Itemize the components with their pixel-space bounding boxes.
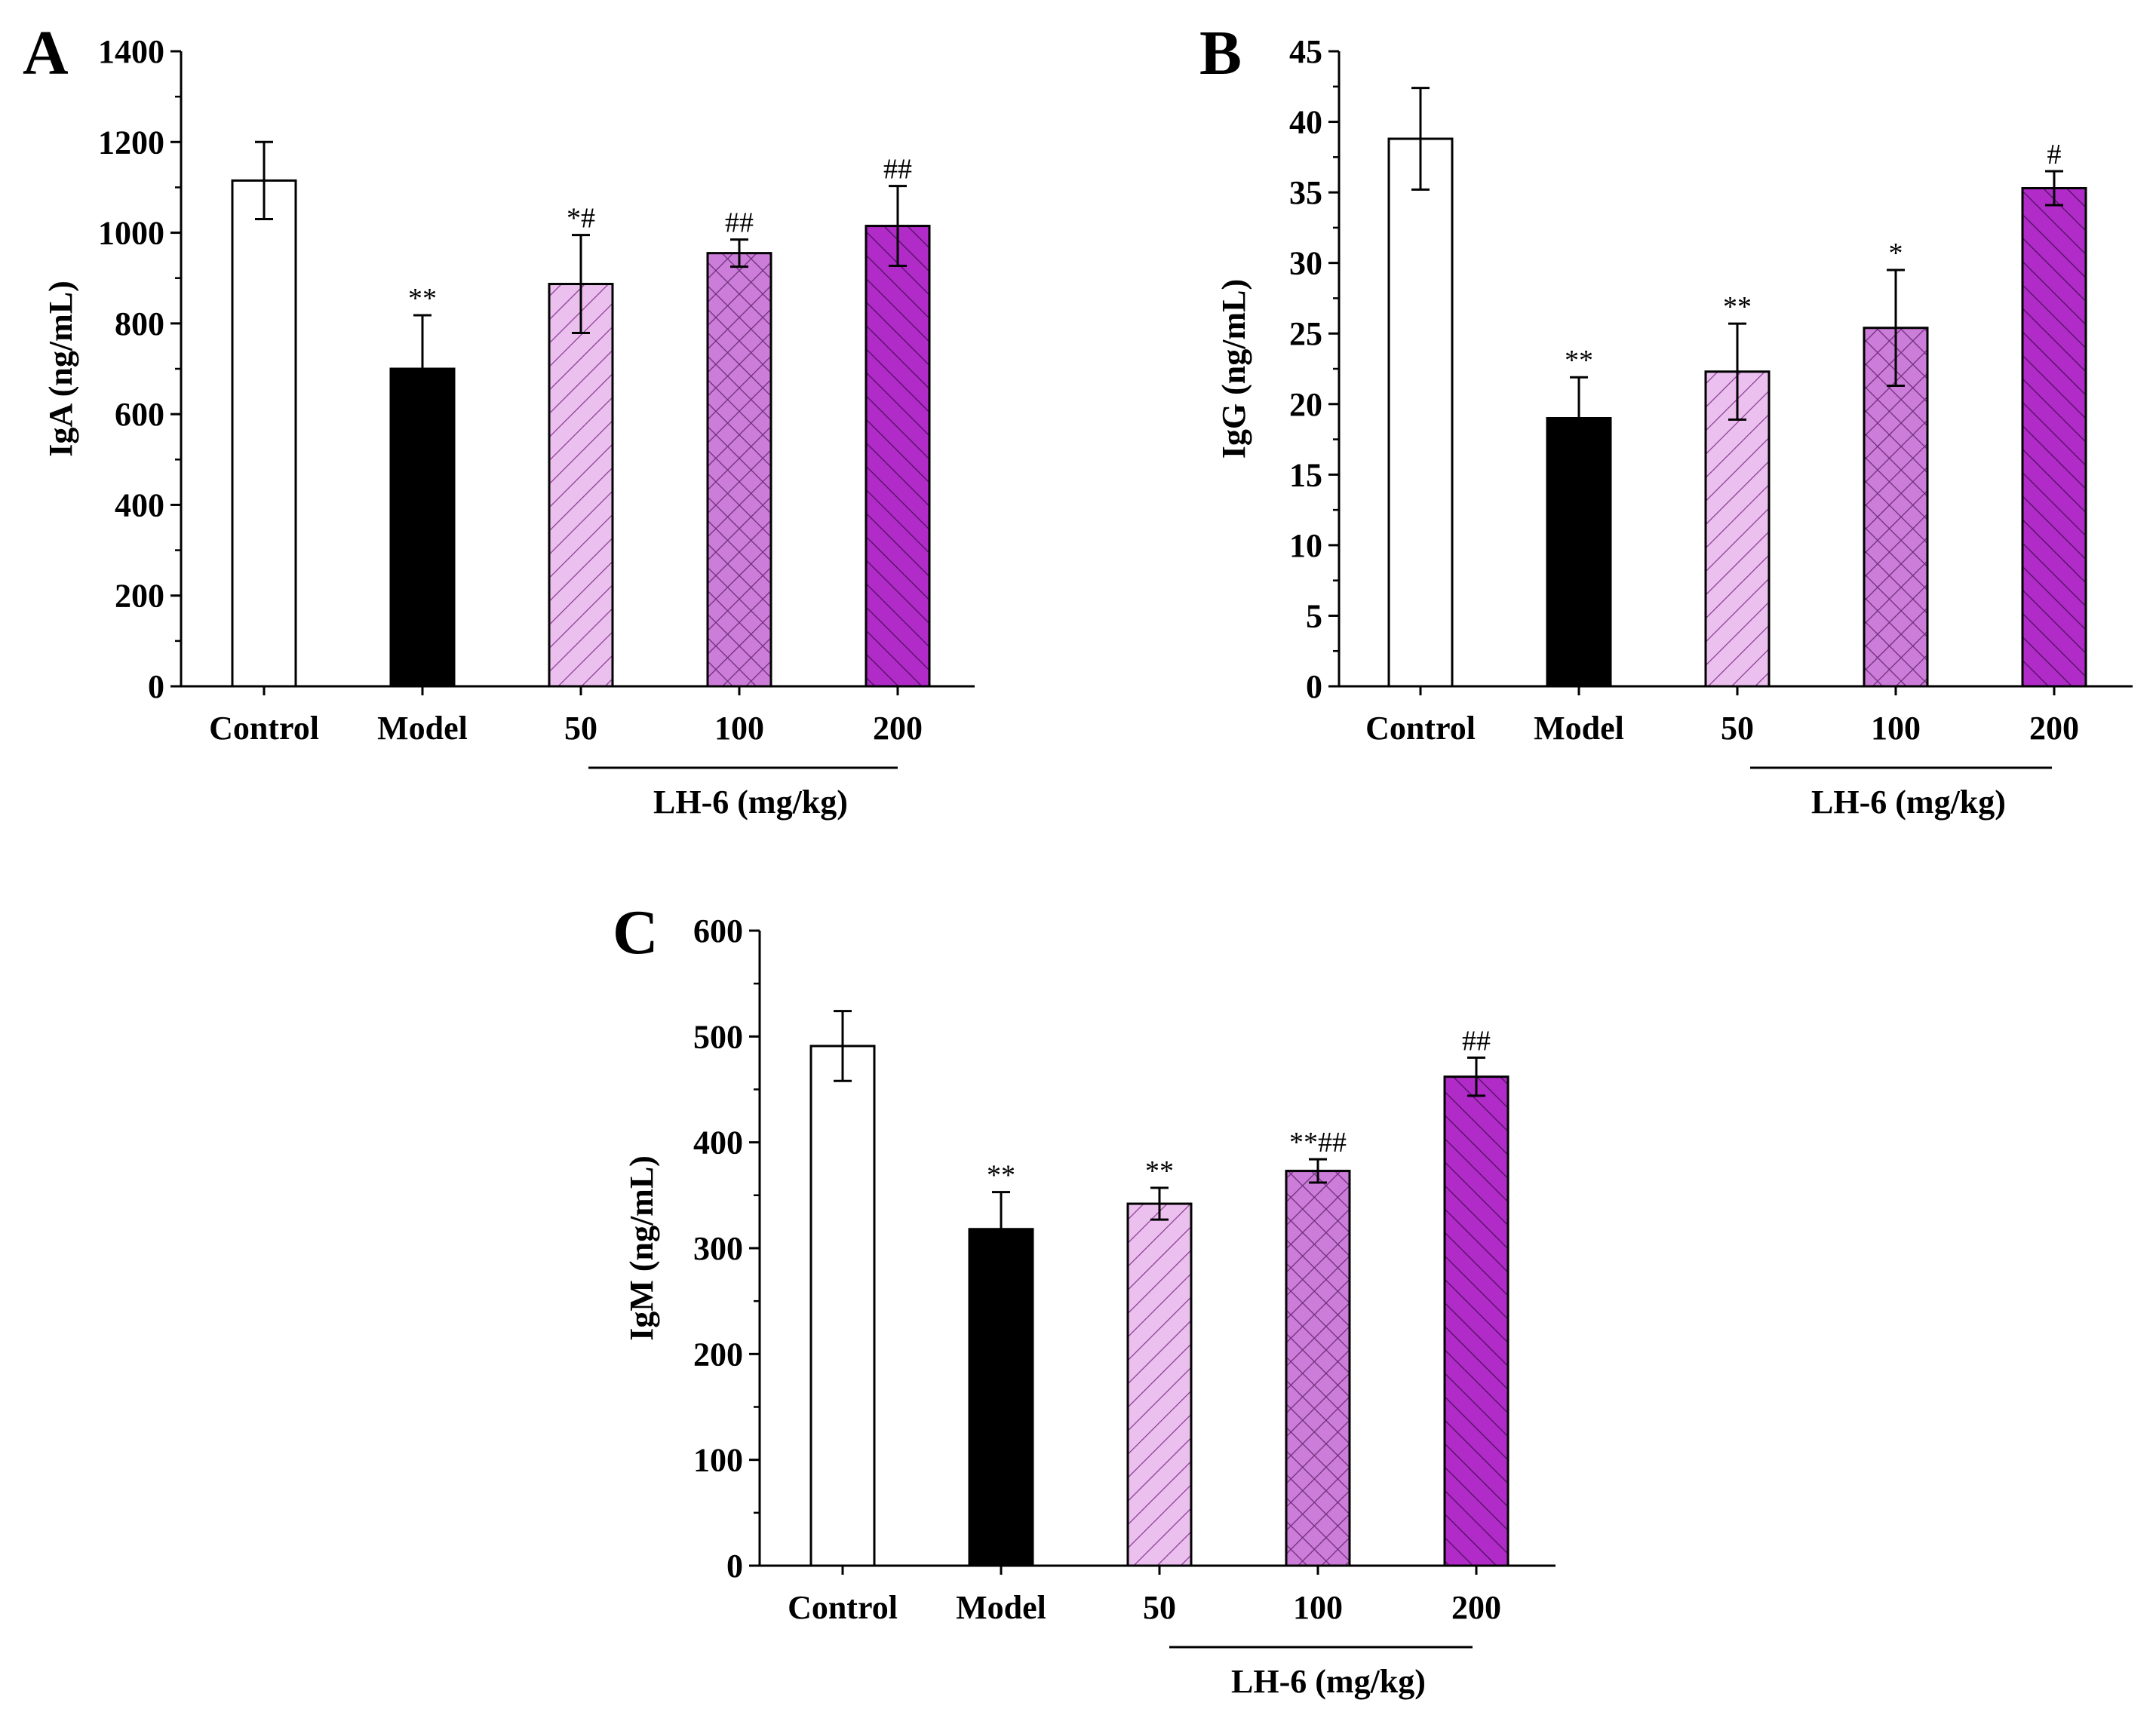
y-tick-label-c: 400 xyxy=(693,1124,743,1161)
y-tick-label-b: 25 xyxy=(1289,315,1322,352)
x-tick-label-b-1: Model xyxy=(1534,710,1624,747)
y-tick-label-c: 600 xyxy=(693,913,743,950)
bar-c-1 xyxy=(968,1228,1034,1567)
significance-label-a-1: ** xyxy=(408,283,437,314)
y-tick-label-a: 600 xyxy=(115,396,164,433)
error-bar-c-0 xyxy=(834,1010,852,1082)
bar-c-0 xyxy=(809,1045,876,1567)
bar-b-2 xyxy=(1704,370,1771,688)
y-tick-label-a: 1000 xyxy=(98,215,164,252)
significance-label-a-2: *# xyxy=(567,203,595,235)
error-bar-a-4 xyxy=(889,185,907,267)
bar-c-4 xyxy=(1443,1075,1510,1567)
panel-letter-a: A xyxy=(23,18,69,88)
bar-a-0 xyxy=(231,179,297,688)
x-tick-label-c-0: Control xyxy=(788,1589,898,1626)
y-tick-label-b: 10 xyxy=(1289,527,1322,564)
y-tick-label-c: 200 xyxy=(693,1336,743,1373)
y-tick-label-b: 0 xyxy=(1306,668,1322,705)
y-tick-label-b: 40 xyxy=(1289,104,1322,141)
y-tick-label-a: 1400 xyxy=(98,33,164,70)
significance-label-c-4: ## xyxy=(1462,1025,1491,1057)
chart-panel-a: A 0 200 400 600 800 1000 1200 1400 IgA (ng/mL) Con… xyxy=(23,18,975,821)
group-label-c: LH-6 (mg/kg) xyxy=(1231,1663,1426,1700)
x-tick-label-a-4: 200 xyxy=(873,710,923,747)
y-tick-label-b: 5 xyxy=(1306,597,1322,634)
x-tick-label-b-2: 50 xyxy=(1721,710,1754,747)
y-tick-label-a: 0 xyxy=(148,668,164,705)
y-tick-label-a: 400 xyxy=(115,486,164,523)
x-tick-label-b-0: Control xyxy=(1365,710,1476,747)
y-tick-label-a: 200 xyxy=(115,578,164,615)
error-bar-b-0 xyxy=(1411,87,1430,191)
y-tick-label-c: 500 xyxy=(693,1018,743,1055)
y-tick-label-b: 20 xyxy=(1289,386,1322,423)
x-tick-label-c-2: 50 xyxy=(1143,1589,1176,1626)
y-tick-label-b: 15 xyxy=(1289,456,1322,493)
error-bar-a-0 xyxy=(255,140,273,221)
y-tick-label-c: 300 xyxy=(693,1230,743,1267)
significance-label-b-2: ** xyxy=(1723,291,1752,323)
error-bar-b-2 xyxy=(1728,322,1746,421)
y-tick-label-b: 30 xyxy=(1289,245,1322,282)
error-bar-b-3 xyxy=(1887,268,1905,387)
error-bar-a-3 xyxy=(730,238,748,268)
bar-b-4 xyxy=(2021,186,2087,688)
error-bar-a-1 xyxy=(413,314,432,424)
x-tick-label-a-0: Control xyxy=(209,710,319,747)
y-tick-label-b: 35 xyxy=(1289,174,1322,211)
error-bar-c-2 xyxy=(1150,1186,1169,1221)
x-tick-label-c-1: Model xyxy=(956,1589,1046,1626)
error-bar-c-4 xyxy=(1467,1056,1485,1097)
bar-c-2 xyxy=(1126,1202,1193,1567)
bar-a-3 xyxy=(706,252,772,688)
y-tick-label-c: 0 xyxy=(726,1548,743,1585)
error-bar-c-3 xyxy=(1309,1158,1327,1184)
x-tick-label-a-1: Model xyxy=(377,710,468,747)
significance-label-a-3: ## xyxy=(725,207,754,239)
x-tick-label-b-4: 200 xyxy=(2029,710,2079,747)
bar-a-4 xyxy=(865,225,931,688)
error-bar-b-1 xyxy=(1570,376,1588,461)
chart-panel-c: C 0 100 200 300 400 500 600 IgM (ng/mL) Control **… xyxy=(613,897,1556,1700)
y-axis-title-b: IgG (ng/mL) xyxy=(1215,279,1252,459)
significance-label-a-4: ## xyxy=(883,154,912,186)
y-tick-label-a: 800 xyxy=(115,305,164,342)
error-bar-a-2 xyxy=(572,234,590,334)
group-label-a: LH-6 (mg/kg) xyxy=(653,784,848,821)
y-axis-title-c: IgM (ng/mL) xyxy=(623,1155,660,1341)
y-tick-label-a: 1200 xyxy=(98,124,164,161)
bar-c-3 xyxy=(1285,1170,1351,1567)
y-tick-label-b: 45 xyxy=(1289,33,1322,70)
x-tick-label-a-3: 100 xyxy=(714,710,764,747)
bar-a-2 xyxy=(548,283,614,688)
significance-label-b-4: # xyxy=(2047,139,2062,170)
significance-label-b-1: ** xyxy=(1565,345,1593,376)
significance-label-c-3: **## xyxy=(1289,1127,1347,1158)
error-bar-b-4 xyxy=(2045,170,2063,207)
y-axis-title-a: IgA (ng/mL) xyxy=(42,281,79,456)
chart-panel-b: B 0 5 10 15 20 25 30 35 40 45 IgG (ng/mL) Control ** M… xyxy=(1199,18,2133,821)
error-bar-c-1 xyxy=(992,1191,1010,1268)
x-tick-label-c-3: 100 xyxy=(1293,1589,1343,1626)
x-tick-label-c-4: 200 xyxy=(1451,1589,1501,1626)
panel-letter-b: B xyxy=(1199,18,1242,88)
significance-label-c-1: ** xyxy=(987,1160,1015,1192)
x-tick-label-a-2: 50 xyxy=(564,710,597,747)
y-tick-label-c: 100 xyxy=(693,1442,743,1479)
group-label-b: LH-6 (mg/kg) xyxy=(1811,784,2006,821)
x-tick-label-b-3: 100 xyxy=(1871,710,1921,747)
significance-label-b-3: * xyxy=(1889,238,1903,269)
bar-b-0 xyxy=(1387,137,1454,688)
bar-b-1 xyxy=(1546,416,1612,688)
significance-label-c-2: ** xyxy=(1145,1155,1174,1187)
panel-letter-c: C xyxy=(613,897,659,968)
